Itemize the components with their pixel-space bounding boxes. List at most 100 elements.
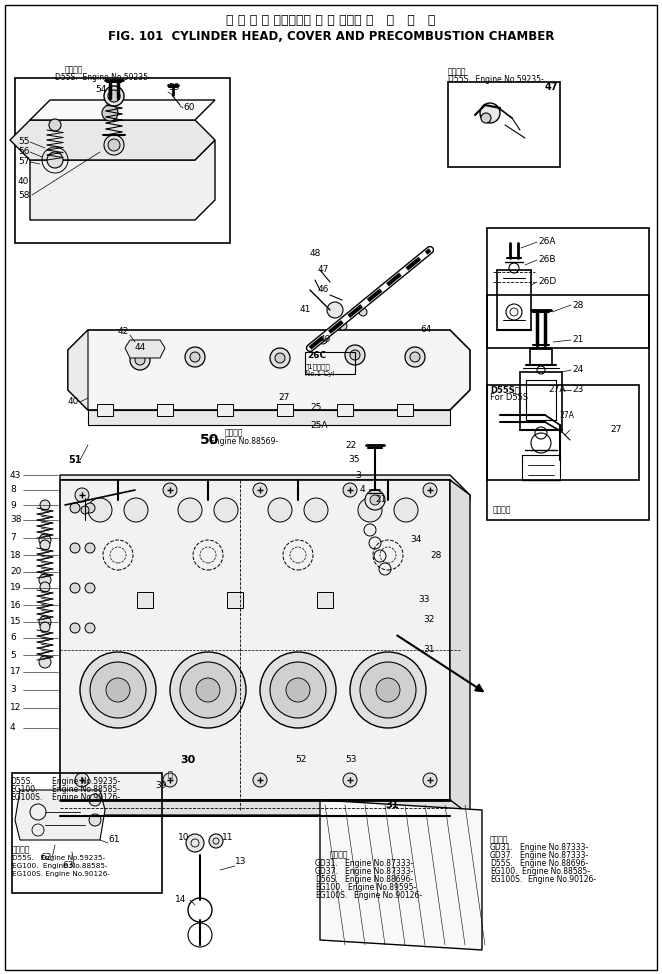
Circle shape: [39, 656, 51, 668]
Circle shape: [360, 662, 416, 718]
Text: 23: 23: [572, 386, 583, 394]
Circle shape: [270, 662, 326, 718]
Text: 57: 57: [18, 158, 30, 167]
Text: GD37.: GD37.: [315, 867, 339, 876]
Circle shape: [260, 652, 336, 728]
Bar: [157, 404, 173, 416]
Text: EG100S.: EG100S.: [315, 890, 348, 900]
Text: 17: 17: [10, 667, 21, 677]
Text: 3: 3: [10, 686, 16, 694]
Text: D55S.: D55S.: [490, 859, 513, 869]
Text: 22: 22: [345, 440, 356, 449]
Text: 27: 27: [610, 426, 622, 434]
Text: Engine No.90126-: Engine No.90126-: [528, 876, 596, 884]
Text: 8: 8: [10, 485, 16, 495]
Text: 53: 53: [345, 756, 357, 765]
Circle shape: [130, 350, 150, 370]
Text: 59: 59: [168, 84, 179, 93]
Text: 27: 27: [278, 393, 289, 402]
Text: 28: 28: [572, 301, 583, 310]
Text: 24: 24: [572, 365, 583, 374]
Circle shape: [85, 543, 95, 553]
Text: 26D: 26D: [538, 278, 556, 286]
Text: D56S.: D56S.: [315, 875, 338, 883]
Text: 30: 30: [180, 755, 195, 765]
Text: Engine No.90126-: Engine No.90126-: [52, 794, 120, 803]
Circle shape: [85, 583, 95, 593]
Circle shape: [350, 350, 360, 360]
Polygon shape: [60, 480, 450, 800]
Circle shape: [209, 834, 223, 848]
Text: 6: 6: [10, 633, 16, 643]
Polygon shape: [125, 340, 165, 358]
Circle shape: [423, 483, 437, 497]
Polygon shape: [450, 480, 470, 815]
Bar: [305, 352, 355, 374]
Text: 20: 20: [10, 568, 21, 577]
Circle shape: [185, 347, 205, 367]
Circle shape: [196, 678, 220, 702]
Circle shape: [40, 582, 50, 592]
Bar: [337, 404, 353, 416]
Circle shape: [75, 773, 89, 787]
Text: 58: 58: [18, 191, 30, 200]
Text: D55S用: D55S用: [490, 386, 520, 394]
Bar: [97, 404, 113, 416]
Text: 7: 7: [10, 534, 16, 543]
Text: 48: 48: [310, 248, 321, 257]
Bar: [487, 228, 649, 348]
Text: 19: 19: [10, 583, 21, 592]
Text: Engine No.87333-: Engine No.87333-: [345, 867, 413, 876]
Polygon shape: [30, 140, 215, 220]
Circle shape: [70, 503, 80, 513]
Circle shape: [81, 506, 89, 514]
Polygon shape: [15, 790, 105, 840]
Circle shape: [89, 814, 101, 826]
Text: EG100.: EG100.: [10, 785, 38, 795]
Text: 11: 11: [222, 834, 234, 843]
Text: For D55S: For D55S: [490, 393, 528, 402]
Text: 26C: 26C: [307, 352, 326, 360]
Text: 10: 10: [178, 834, 189, 843]
Text: GD37.: GD37.: [490, 851, 514, 860]
Text: 27A: 27A: [560, 410, 575, 420]
Text: Engine No.59235-: Engine No.59235-: [52, 777, 120, 786]
Text: 28: 28: [430, 550, 442, 559]
Circle shape: [47, 152, 63, 168]
Text: 31: 31: [423, 646, 434, 655]
Circle shape: [327, 302, 343, 318]
Circle shape: [370, 495, 380, 505]
Circle shape: [85, 623, 95, 633]
Text: 3: 3: [355, 470, 361, 479]
Text: Engine No.89595-: Engine No.89595-: [348, 882, 416, 891]
Circle shape: [88, 498, 112, 522]
Bar: [487, 385, 639, 480]
Circle shape: [253, 483, 267, 497]
Text: 21: 21: [572, 335, 583, 345]
Circle shape: [124, 498, 148, 522]
Text: 51: 51: [68, 455, 81, 465]
Circle shape: [89, 794, 101, 806]
Circle shape: [214, 498, 238, 522]
Text: 25: 25: [310, 403, 321, 413]
Text: 54: 54: [95, 86, 107, 94]
Polygon shape: [60, 475, 470, 500]
Text: 32: 32: [423, 616, 434, 624]
Circle shape: [108, 139, 120, 151]
Text: 49: 49: [320, 335, 332, 345]
Text: 42: 42: [118, 327, 129, 336]
Text: 44: 44: [135, 344, 146, 353]
Text: 9: 9: [10, 501, 16, 509]
Circle shape: [270, 348, 290, 368]
Circle shape: [275, 353, 285, 363]
Text: 33: 33: [418, 595, 430, 605]
Text: 27A: 27A: [548, 386, 565, 394]
Text: Engine No.88585-: Engine No.88585-: [522, 868, 590, 877]
Circle shape: [365, 490, 385, 510]
Circle shape: [102, 105, 118, 121]
Text: EG100.  Engine No.88585-: EG100. Engine No.88585-: [12, 863, 108, 869]
Bar: [15, 78, 230, 243]
Circle shape: [343, 773, 357, 787]
Text: EG100.: EG100.: [315, 882, 342, 891]
Text: EG100S.: EG100S.: [10, 794, 42, 803]
